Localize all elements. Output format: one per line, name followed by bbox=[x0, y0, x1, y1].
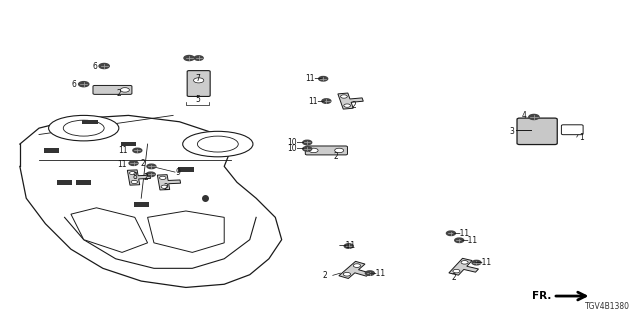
Text: 7: 7 bbox=[195, 74, 200, 83]
Text: —11: —11 bbox=[460, 236, 477, 245]
Circle shape bbox=[455, 238, 464, 243]
Polygon shape bbox=[71, 208, 148, 252]
Bar bbox=[83, 120, 98, 124]
Polygon shape bbox=[157, 175, 180, 190]
Text: 10—: 10— bbox=[287, 138, 305, 147]
Text: 3: 3 bbox=[509, 127, 514, 136]
Text: —11: —11 bbox=[474, 258, 492, 267]
Text: —11: —11 bbox=[339, 241, 356, 250]
Text: 9: 9 bbox=[176, 168, 180, 177]
Circle shape bbox=[343, 272, 351, 276]
Circle shape bbox=[79, 82, 89, 87]
Text: 2: 2 bbox=[333, 152, 339, 161]
Text: 2: 2 bbox=[351, 101, 356, 110]
Polygon shape bbox=[148, 211, 224, 252]
Polygon shape bbox=[127, 170, 150, 185]
Circle shape bbox=[120, 88, 129, 92]
Circle shape bbox=[303, 140, 312, 145]
Text: 5: 5 bbox=[195, 95, 200, 104]
Circle shape bbox=[365, 271, 374, 275]
Circle shape bbox=[335, 148, 344, 153]
Circle shape bbox=[133, 148, 142, 153]
Circle shape bbox=[131, 180, 138, 184]
Circle shape bbox=[344, 244, 353, 248]
Text: 11—: 11— bbox=[305, 74, 322, 83]
Text: 10—: 10— bbox=[287, 144, 305, 153]
Bar bbox=[121, 142, 136, 146]
Circle shape bbox=[322, 99, 331, 103]
Circle shape bbox=[529, 115, 539, 120]
Circle shape bbox=[194, 56, 203, 60]
Text: 8: 8 bbox=[132, 172, 137, 181]
Text: —11: —11 bbox=[452, 229, 470, 238]
Text: 2: 2 bbox=[452, 273, 456, 282]
Circle shape bbox=[303, 147, 312, 151]
FancyBboxPatch shape bbox=[305, 146, 348, 155]
Ellipse shape bbox=[49, 116, 119, 141]
Text: 2: 2 bbox=[116, 89, 121, 98]
Text: 2: 2 bbox=[323, 271, 328, 280]
Circle shape bbox=[309, 148, 318, 153]
Circle shape bbox=[453, 269, 460, 273]
Text: 11: 11 bbox=[117, 160, 127, 169]
Text: 1: 1 bbox=[579, 132, 584, 141]
Circle shape bbox=[340, 95, 348, 98]
Text: —11: —11 bbox=[369, 269, 386, 278]
Text: TGV4B1380: TGV4B1380 bbox=[585, 302, 630, 311]
Text: 11—: 11— bbox=[308, 97, 325, 106]
Circle shape bbox=[159, 176, 166, 180]
FancyBboxPatch shape bbox=[517, 118, 557, 145]
Circle shape bbox=[147, 172, 156, 177]
Circle shape bbox=[447, 231, 456, 236]
FancyBboxPatch shape bbox=[187, 71, 210, 96]
Ellipse shape bbox=[197, 136, 238, 152]
Circle shape bbox=[129, 161, 138, 165]
Circle shape bbox=[353, 264, 360, 268]
Circle shape bbox=[161, 185, 168, 188]
Bar bbox=[44, 148, 60, 153]
Text: 6: 6 bbox=[93, 61, 98, 70]
Polygon shape bbox=[449, 258, 479, 275]
Text: 6: 6 bbox=[72, 80, 77, 89]
Circle shape bbox=[344, 104, 351, 107]
FancyBboxPatch shape bbox=[93, 85, 132, 94]
Bar bbox=[178, 167, 193, 172]
Bar bbox=[57, 180, 72, 185]
Text: 4: 4 bbox=[522, 111, 527, 120]
Polygon shape bbox=[339, 261, 370, 278]
Circle shape bbox=[472, 260, 481, 265]
Text: 2: 2 bbox=[163, 183, 168, 192]
Text: 2: 2 bbox=[141, 159, 145, 168]
Circle shape bbox=[193, 78, 204, 83]
Circle shape bbox=[129, 172, 136, 175]
Polygon shape bbox=[338, 93, 364, 109]
Ellipse shape bbox=[63, 120, 104, 136]
Circle shape bbox=[99, 63, 109, 68]
Bar bbox=[134, 202, 149, 207]
Circle shape bbox=[461, 260, 468, 264]
Text: FR.: FR. bbox=[532, 291, 551, 301]
Text: 11: 11 bbox=[118, 146, 128, 155]
FancyBboxPatch shape bbox=[561, 125, 583, 135]
Bar bbox=[76, 180, 92, 185]
Text: 2: 2 bbox=[144, 173, 148, 182]
Ellipse shape bbox=[182, 131, 253, 157]
Circle shape bbox=[319, 76, 328, 81]
Circle shape bbox=[147, 164, 156, 169]
Circle shape bbox=[184, 55, 194, 60]
